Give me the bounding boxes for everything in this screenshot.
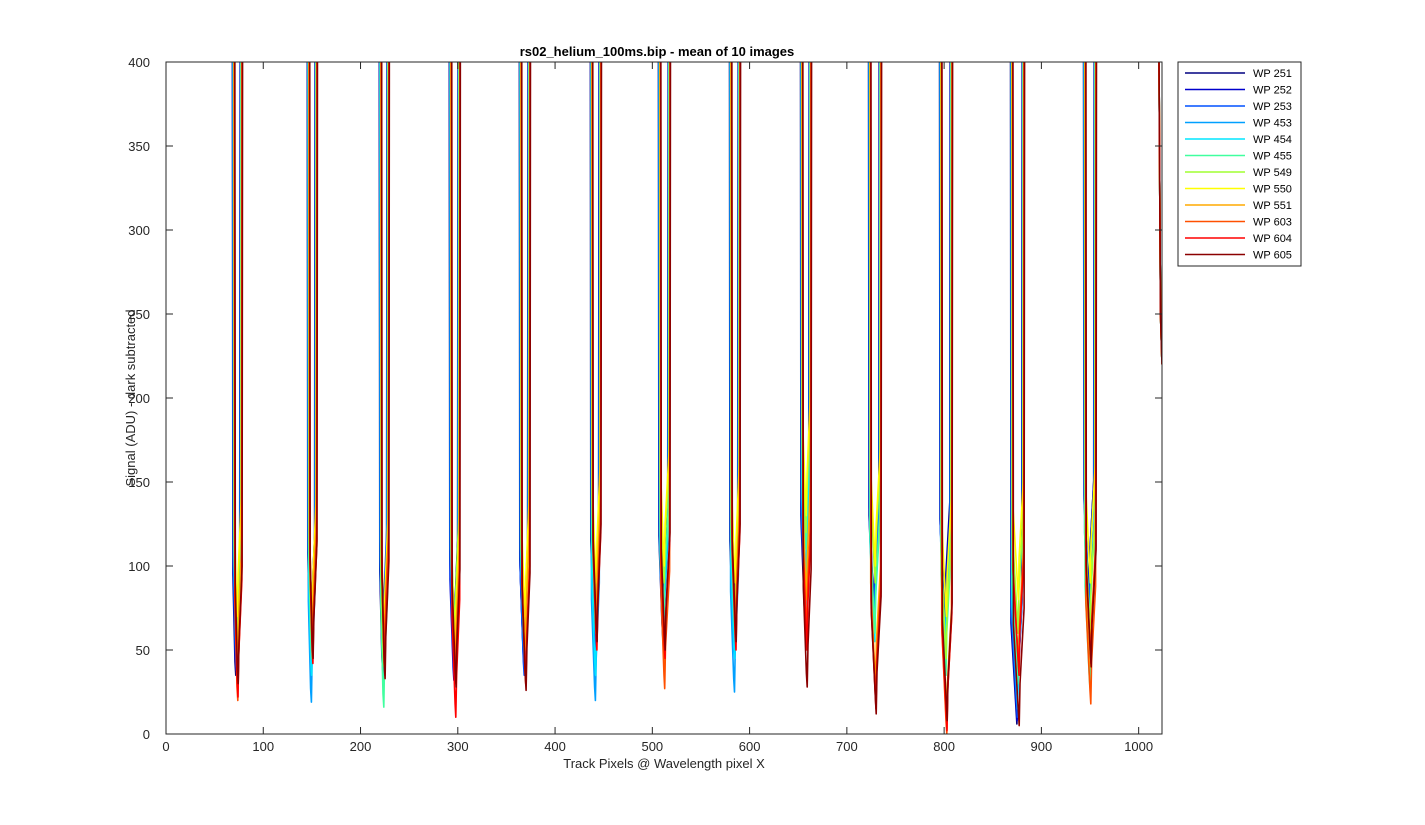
x-axis-title: Track Pixels @ Wavelength pixel X xyxy=(563,756,765,771)
legend-label: WP 549 xyxy=(1253,167,1292,179)
x-tick-label: 800 xyxy=(933,739,955,754)
plot-frame xyxy=(165,61,1163,735)
x-tick-label: 900 xyxy=(1031,739,1053,754)
y-tick-label: 100 xyxy=(128,559,150,574)
legend-label: WP 253 xyxy=(1253,101,1292,113)
x-tick-label: 500 xyxy=(641,739,663,754)
legend-label: WP 455 xyxy=(1253,151,1292,163)
y-tick-label: 300 xyxy=(128,223,150,238)
legend-label: WP 605 xyxy=(1253,250,1292,262)
y-tick-label: 200 xyxy=(128,391,150,406)
y-tick-label: 250 xyxy=(128,307,150,322)
legend-label: WP 453 xyxy=(1253,118,1292,130)
y-tick-label: 0 xyxy=(143,727,150,742)
series-layer xyxy=(231,62,1162,734)
series-line xyxy=(234,62,1162,727)
x-tick-label: 600 xyxy=(739,739,761,754)
legend[interactable]: WP 251 WP 252 WP 253 WP 453 WP 454 WP 455 WP 5… xyxy=(1177,61,1302,267)
legend-label: WP 551 xyxy=(1253,200,1292,212)
legend-box xyxy=(1177,61,1302,267)
legend-label: WP 603 xyxy=(1253,217,1292,229)
legend-label: WP 454 xyxy=(1253,134,1292,146)
x-tick-label: 300 xyxy=(447,739,469,754)
legend-label: WP 252 xyxy=(1253,85,1292,97)
x-tick-label: 100 xyxy=(252,739,274,754)
y-tick-label: 150 xyxy=(128,475,150,490)
legend-label: WP 550 xyxy=(1253,184,1292,196)
y-axis-title: Signal (ADU) - dark subtracted xyxy=(123,309,138,486)
legend-items: WP 251 WP 252 WP 253 WP 453 WP 454 WP 455 WP 5… xyxy=(1185,68,1292,262)
y-tick-label: 350 xyxy=(128,139,150,154)
x-tick-label: 1000 xyxy=(1124,739,1153,754)
x-tick-label: 200 xyxy=(350,739,372,754)
x-tick-label: 700 xyxy=(836,739,858,754)
x-tick-label: 0 xyxy=(162,739,169,754)
y-tick-label: 400 xyxy=(128,55,150,70)
legend-label: WP 604 xyxy=(1253,233,1292,245)
chart-title: rs02_helium_100ms.bip - mean of 10 image… xyxy=(520,44,795,59)
y-tick-label: 50 xyxy=(136,643,150,658)
axis-layer: 0 100 200 300 400 500 600 700 800 900 1000 0 50 100 15… xyxy=(128,55,1162,754)
x-tick-label: 400 xyxy=(544,739,566,754)
legend-label: WP 251 xyxy=(1253,68,1292,80)
